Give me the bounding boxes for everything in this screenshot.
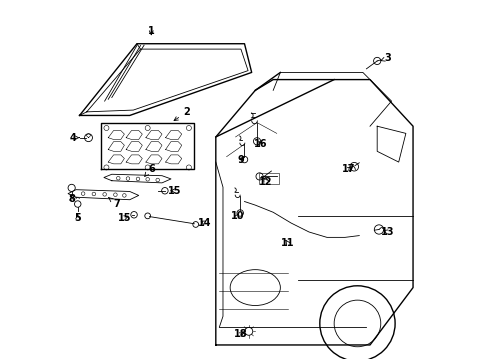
Text: 13: 13 xyxy=(381,227,394,237)
Text: 15: 15 xyxy=(167,186,181,196)
Text: 1: 1 xyxy=(147,26,154,36)
Text: 3: 3 xyxy=(380,53,390,63)
Text: 7: 7 xyxy=(108,198,121,210)
Text: 12: 12 xyxy=(259,177,272,187)
Text: 11: 11 xyxy=(280,238,294,248)
Text: 14: 14 xyxy=(198,218,211,228)
Text: 8: 8 xyxy=(68,194,75,204)
Text: 17: 17 xyxy=(341,164,354,174)
Text: 10: 10 xyxy=(230,211,244,221)
Text: 9: 9 xyxy=(237,155,244,165)
Text: 4: 4 xyxy=(70,133,79,143)
Text: 2: 2 xyxy=(174,107,190,121)
Text: 6: 6 xyxy=(144,163,154,176)
Text: 18: 18 xyxy=(234,329,247,339)
Text: 15: 15 xyxy=(118,213,131,222)
Text: 16: 16 xyxy=(253,139,267,149)
Text: 5: 5 xyxy=(74,213,81,222)
